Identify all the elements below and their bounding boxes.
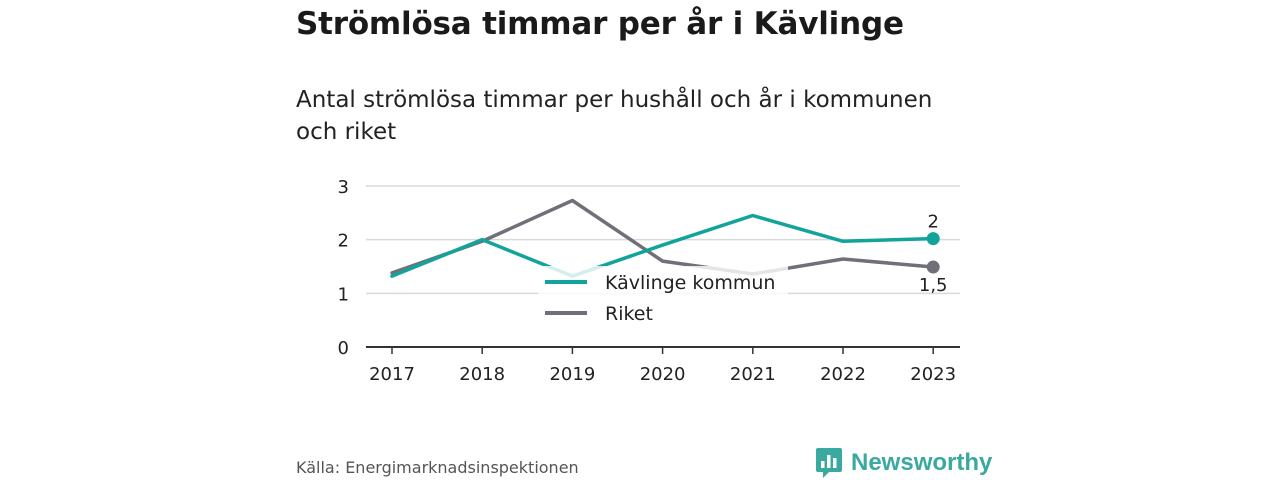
- y-tick-label: 3: [338, 177, 349, 198]
- chart-title: Strömlösa timmar per år i Kävlinge: [296, 6, 904, 42]
- legend-label: Riket: [605, 303, 653, 325]
- series-line-kavlinge: [390, 213, 935, 278]
- y-tick-label: 2: [338, 231, 349, 252]
- legend-box: [538, 266, 788, 332]
- series-end-point: [926, 260, 940, 274]
- series-end-label: 1,5: [919, 275, 948, 296]
- line-chart: 0 1 2 3 2017 2018 2019 2020 2021 2022 2023 2 1,5 Kävl…: [338, 177, 960, 385]
- y-tick-label: 1: [338, 284, 349, 305]
- series-line-riket: [390, 198, 935, 276]
- series-end-point: [926, 232, 940, 246]
- y-tick-label: 0: [338, 338, 349, 359]
- brand-name: Newsworthy: [851, 449, 993, 476]
- series-end-label: 2: [927, 212, 938, 233]
- x-tick-label: 2017: [369, 364, 415, 385]
- x-tick-label: 2022: [820, 364, 866, 385]
- newsworthy-logo: Newsworthy: [815, 446, 992, 480]
- chart-subtitle: Antal strömlösa timmar per hushåll och å…: [296, 87, 933, 145]
- source-note: Källa: Energimarknadsinspektionen: [296, 458, 579, 477]
- x-tick-label: 2021: [730, 364, 776, 385]
- x-tick-label: 2018: [459, 364, 505, 385]
- x-tick-label: 2023: [910, 364, 956, 385]
- legend-label: Kävlinge kommun: [605, 272, 775, 294]
- newsworthy-logo-icon: [816, 448, 842, 478]
- x-tick-label: 2019: [549, 364, 595, 385]
- x-tick-label: 2020: [640, 364, 686, 385]
